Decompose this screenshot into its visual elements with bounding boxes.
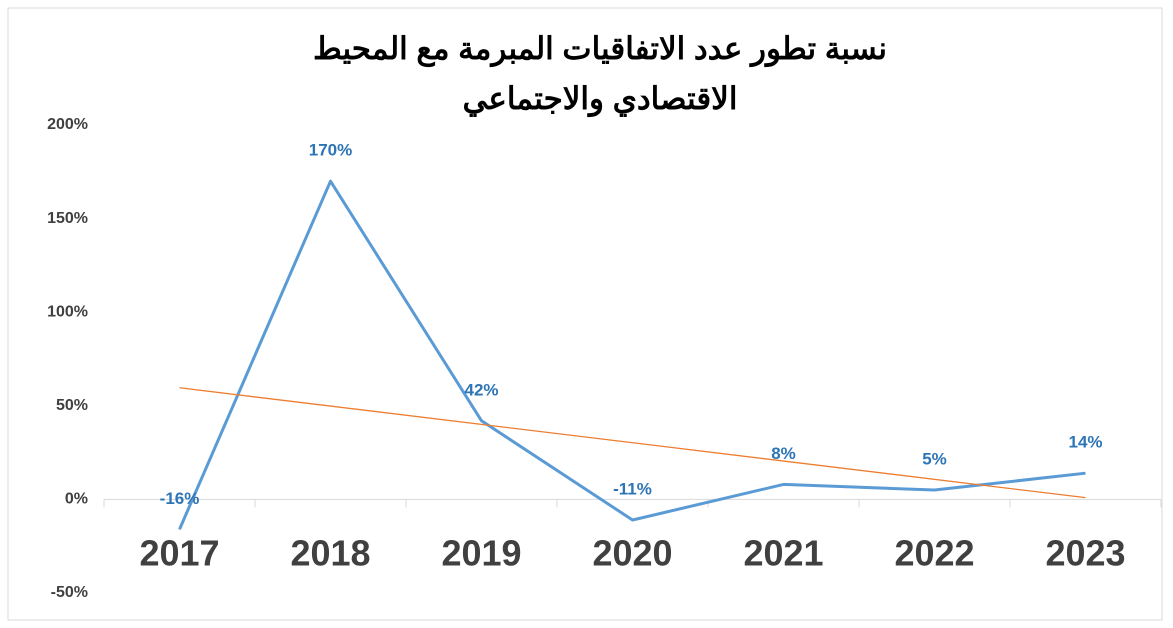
y-tick-label: -50% xyxy=(51,584,88,601)
data-label: 8% xyxy=(771,444,796,463)
y-tick-label: 150% xyxy=(47,210,88,227)
data-label: 42% xyxy=(464,380,498,399)
x-tick-label: 2019 xyxy=(441,533,521,574)
data-label: 14% xyxy=(1068,433,1102,452)
x-tick-label: 2021 xyxy=(743,533,823,574)
chart-title: نسبة تطور عدد الاتفاقيات المبرمة مع المح… xyxy=(313,31,887,116)
trendline xyxy=(179,387,1086,499)
line-series xyxy=(178,179,1086,530)
y-tick-label: 100% xyxy=(47,303,88,320)
data-label: 170% xyxy=(309,141,352,160)
data-label: -16% xyxy=(160,489,200,508)
x-tick-label: 2018 xyxy=(290,533,370,574)
x-tick-label: 2020 xyxy=(592,533,672,574)
x-tick-label: 2022 xyxy=(894,533,974,574)
y-tick-label: 0% xyxy=(65,491,88,508)
y-tick-label: 50% xyxy=(56,397,88,414)
chart-border xyxy=(7,7,1163,621)
x-tick-label: 2017 xyxy=(139,533,219,574)
data-label: 5% xyxy=(922,450,947,469)
y-tick-label: 200% xyxy=(47,116,88,133)
data-label: -11% xyxy=(613,479,652,498)
x-tick-label: 2023 xyxy=(1045,533,1125,574)
